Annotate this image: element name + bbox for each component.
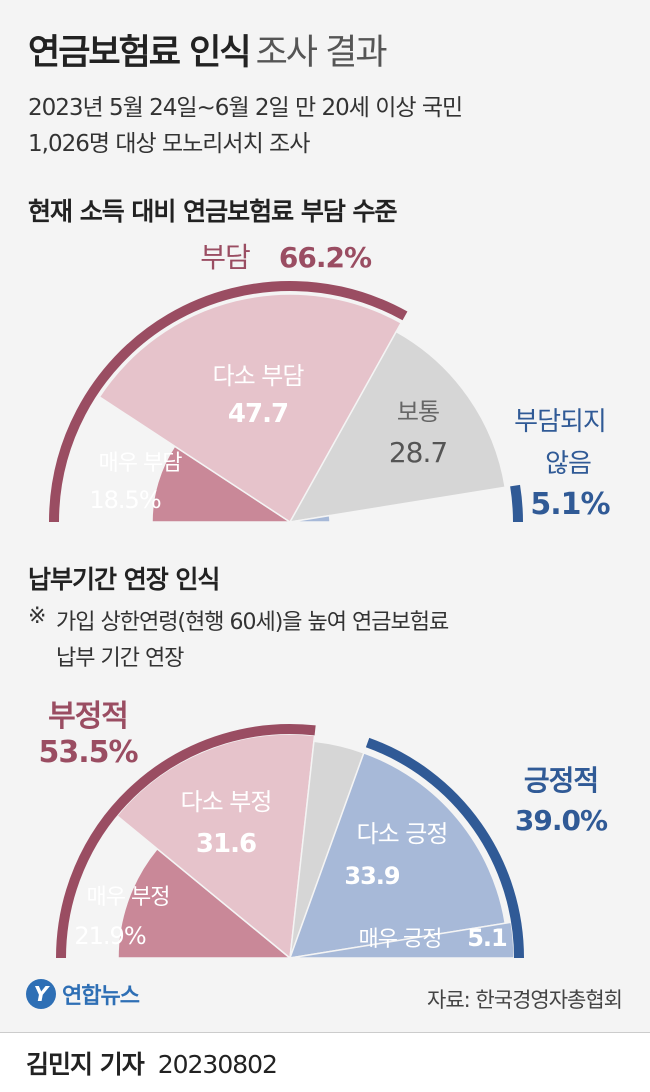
chart1-slice-value-3: 5.1% (530, 487, 610, 522)
reporter-name: 김민지 기자 (26, 1050, 145, 1079)
chart1-slice-1 (98, 293, 403, 524)
chart2-group-value-0: 53.5% (38, 735, 138, 770)
chart1-slice-3 (289, 514, 331, 523)
chart2-group-label-0: 부정적 (48, 699, 128, 734)
chart1-title: 현재 소득 대비 연금보험료 부담 수준 (28, 197, 398, 226)
survey-sample: 1,026명 대상 모노리서치 조사 (28, 131, 310, 157)
yonhap-logo-icon: Y (26, 979, 56, 1009)
chart1-slice-2 (288, 330, 507, 523)
chart2-slice-label-3: 다소 긍정 (357, 820, 448, 848)
yonhap-logo-text: 연합뉴스 (62, 984, 140, 1009)
chart2-note-line2: 납부 기간 연장 (56, 646, 184, 671)
footer-bar: 김민지 기자 20230802 (0, 1032, 650, 1092)
title-sub: 조사 결과 (255, 33, 388, 73)
title-main: 연금보험료 인식 (28, 33, 252, 73)
yonhap-logo: Y 연합뉴스 (26, 978, 140, 1010)
infographic-panel: 연금보험료 인식 조사 결과 2023년 5월 24일~6월 2일 만 20세 이… (26, 24, 623, 1012)
chart2-slice-label-4: 매우 긍정 (359, 927, 442, 952)
chart1-slice-label-3-line1: 부담되지 (514, 407, 606, 437)
chart2-slice-3 (288, 751, 507, 959)
survey-period: 2023년 5월 24일~6월 2일 만 20세 이상 국민 (28, 95, 463, 121)
chart2-slice-label-0: 매우 부정 (87, 885, 170, 910)
chart2-note-line1: 가입 상한연령(현행 60세)을 높여 연금보험료 (56, 610, 449, 635)
chart2-slice-1 (115, 733, 316, 960)
chart1-group-label-0: 부담 (200, 241, 250, 274)
chart2-group-arc-1 (365, 737, 524, 959)
chart1-group-arc-0 (49, 281, 408, 523)
chart2-slice-value-4: 5.1 (467, 924, 507, 952)
chart2-group-arc-0 (56, 724, 316, 959)
chart1-slice-label-0: 매우 부담 (99, 451, 183, 476)
chart1-slice-label-1: 다소 부담 (213, 362, 305, 390)
chart2-note-mark: ※ (28, 604, 46, 629)
publish-date: 20230802 (157, 1050, 278, 1079)
chart2-slice-0 (117, 847, 293, 959)
chart2-slice-label-1: 다소 부정 (181, 788, 272, 816)
chart2-group-value-1: 39.0% (515, 804, 608, 837)
data-source: 자료: 한국경영자총협회 (427, 988, 623, 1012)
chart1-group-value-0: 66.2% (279, 241, 372, 274)
byline: 김민지 기자 20230802 (26, 1045, 278, 1081)
chart1-slice-value-1: 47.7 (228, 399, 288, 429)
chart2-slice-value-1: 31.6 (196, 829, 256, 859)
chart1-group-arc-1 (510, 484, 523, 523)
chart1-slice-label-2: 보통 (397, 398, 439, 426)
chart2-slice-value-3: 33.9 (344, 862, 400, 890)
chart2-group-label-1: 긍정적 (524, 764, 598, 797)
chart2-title: 납부기간 연장 인식 (28, 565, 220, 594)
chart1-slice-value-0: 18.5% (89, 486, 160, 514)
chart1-slice-value-2: 28.7 (389, 436, 447, 469)
chart1-slice-label-3-line2: 않음 (545, 449, 591, 479)
chart2-slice-value-0: 21.9% (74, 922, 145, 950)
page-title: 연금보험료 인식 조사 결과 (28, 24, 388, 75)
chart1-slice-0 (151, 445, 293, 523)
